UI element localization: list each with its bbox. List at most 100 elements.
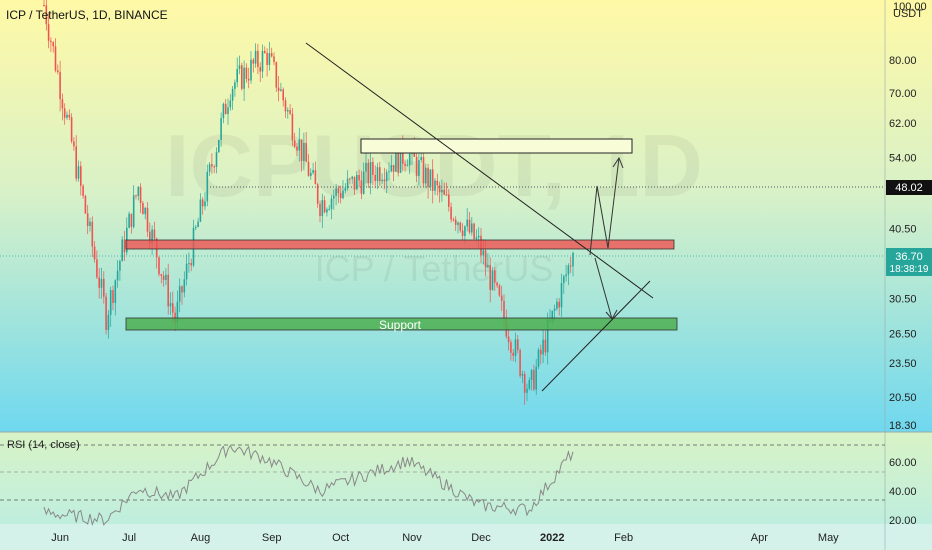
descending-trendline[interactable] [305, 42, 654, 299]
target-box[interactable] [360, 138, 633, 154]
candle-body [224, 103, 227, 115]
candle-body [489, 264, 491, 290]
candle-body [247, 78, 250, 81]
candle-body [128, 213, 130, 228]
price-axis-ticks: 80.0070.0062.0054.0048.5040.5030.5026.50… [889, 55, 917, 432]
chart-title: ICP / TetherUS, 1D, BINANCE [6, 8, 168, 22]
candle-body [383, 179, 386, 182]
candle-body [307, 161, 310, 176]
marker-price-box [886, 180, 932, 195]
candle-body [466, 219, 468, 227]
candle-body [231, 88, 234, 101]
candle-body [73, 141, 75, 147]
candle-body [70, 117, 73, 142]
candle-body [91, 221, 94, 247]
candle-body [367, 162, 370, 184]
candle-body [374, 175, 376, 182]
candle-body [326, 209, 328, 213]
candle-body [54, 46, 57, 71]
candle-body [213, 166, 215, 168]
candle-body [546, 320, 549, 353]
candle-body [197, 221, 199, 228]
candle-body [358, 174, 360, 181]
candle-body [181, 286, 183, 293]
time-tick-label: Apr [751, 532, 768, 544]
candle-body [544, 339, 547, 353]
rsi-bands [0, 444, 885, 501]
candle-body [176, 301, 179, 323]
candle-body [273, 56, 275, 63]
candle-body [445, 194, 448, 196]
candle-body [245, 67, 248, 79]
candle-body [533, 370, 535, 390]
time-tick-label: 2022 [540, 532, 564, 544]
candle-body [498, 285, 501, 296]
candle-body [158, 257, 160, 275]
ascending-trendline[interactable] [541, 280, 651, 392]
candle-body [429, 169, 432, 187]
candle-body [349, 178, 351, 180]
candle-body [471, 223, 473, 233]
price-tick-label: 54.00 [889, 152, 917, 164]
candle-body [408, 153, 411, 166]
candle-body [305, 143, 307, 162]
candle-body [452, 219, 455, 221]
candle-body [333, 195, 335, 199]
candle-body [369, 161, 372, 184]
candle-body [517, 339, 519, 350]
candle-body [86, 213, 89, 227]
candle-body [521, 374, 524, 376]
projection-path-down[interactable] [594, 257, 613, 320]
candle-body [167, 274, 169, 307]
candle-body [551, 310, 554, 321]
support-zone[interactable] [125, 317, 678, 331]
candle-body [537, 349, 540, 367]
candle-body [169, 303, 172, 307]
price-tick-label: 23.50 [889, 358, 917, 370]
time-axis-bg [0, 524, 932, 550]
rsi-tick-label: 40.00 [889, 486, 917, 498]
candle-body [448, 194, 450, 207]
candle-body [328, 209, 330, 211]
candle-body [119, 261, 121, 271]
candle-body [512, 352, 514, 356]
candle-body [75, 146, 77, 179]
candle-body [215, 152, 218, 168]
candle-body [365, 162, 367, 172]
candle-body [43, 5, 45, 6]
rsi-line [43, 444, 574, 527]
time-axis-ticks: Jun Jul Aug Sep Oct Nov Dec 2022 Feb Apr May [51, 532, 839, 544]
candle-body [431, 169, 434, 191]
candle-body [425, 167, 427, 184]
candle-body [234, 82, 236, 89]
candle-body [319, 203, 321, 216]
candle-body [296, 146, 298, 151]
candle-body [360, 180, 363, 194]
candle-body [190, 263, 192, 266]
watermark-pair: ICP / TetherUS [315, 248, 554, 289]
main-pane-bg [0, 0, 932, 432]
candle-body [208, 164, 211, 172]
candle-body [185, 263, 188, 280]
projection-path[interactable] [589, 157, 620, 256]
candle-body [558, 301, 560, 308]
time-tick-label: Oct [332, 532, 349, 544]
candle-body [206, 171, 209, 202]
candle-body [236, 68, 238, 83]
candle-body [68, 114, 71, 118]
rsi-tick-label: 20.00 [889, 515, 917, 527]
candle-body [457, 222, 459, 225]
last-price-badge[interactable] [886, 248, 932, 276]
candle-body [107, 314, 110, 330]
candle-body [473, 223, 475, 239]
candle-body [130, 213, 133, 227]
candle-body [298, 139, 301, 151]
candle-body [109, 290, 112, 315]
candle-body [323, 200, 326, 213]
price-tick-label: 62.00 [889, 118, 917, 130]
candle-body [346, 178, 349, 189]
watermark-symbol: ICPUSDT, 1D [165, 116, 703, 215]
resistance-zone[interactable] [125, 239, 675, 250]
candle-body [137, 186, 140, 196]
